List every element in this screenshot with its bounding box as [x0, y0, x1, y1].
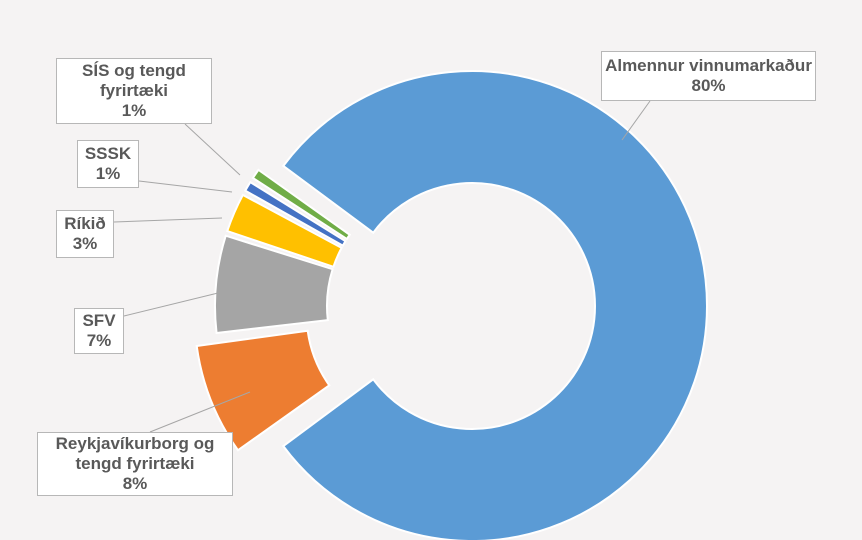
- callout-label-line1: SÍS og tengd: [82, 61, 186, 80]
- leader-sfv: [123, 292, 219, 317]
- callout-label: Almennur vinnumarkaður: [605, 56, 812, 75]
- callout-reykjavik: Reykjavíkurborg og tengd fyrirtæki 8%: [37, 432, 233, 496]
- callout-sis: SÍS og tengd fyrirtæki 1%: [56, 58, 212, 124]
- slice-sis: [251, 168, 352, 241]
- callout-rikid: Ríkið 3%: [56, 210, 114, 258]
- callout-label-line2: tengd fyrirtæki: [75, 454, 195, 473]
- callout-almennur: Almennur vinnumarkaður 80%: [601, 51, 816, 101]
- leader-almennur: [621, 100, 651, 141]
- callout-value: 1%: [121, 101, 147, 120]
- leader-rikid: [113, 217, 223, 223]
- callout-label-line2: fyrirtæki: [99, 81, 169, 100]
- callout-label: SFV: [82, 311, 116, 330]
- callout-label: Ríkið: [64, 214, 106, 233]
- slice-sfv: [214, 234, 334, 335]
- callout-value: 1%: [95, 164, 121, 183]
- callout-value: 3%: [72, 234, 98, 253]
- slice-almennur: [281, 70, 708, 540]
- callout-sssk: SSSK 1%: [77, 140, 139, 188]
- callout-value: 7%: [86, 331, 112, 350]
- slice-reykjavik: [195, 329, 331, 452]
- leader-sis: [184, 123, 241, 176]
- leader-sssk: [138, 180, 233, 193]
- callout-sfv: SFV 7%: [74, 308, 124, 354]
- slice-rikid: [226, 193, 343, 269]
- leader-reykjavik: [149, 391, 251, 433]
- callout-label: SSSK: [84, 144, 132, 163]
- callout-label-line1: Reykjavíkurborg og: [55, 434, 215, 453]
- slice-sssk: [243, 180, 347, 247]
- callout-value: 80%: [691, 76, 726, 95]
- callout-value: 8%: [122, 474, 148, 493]
